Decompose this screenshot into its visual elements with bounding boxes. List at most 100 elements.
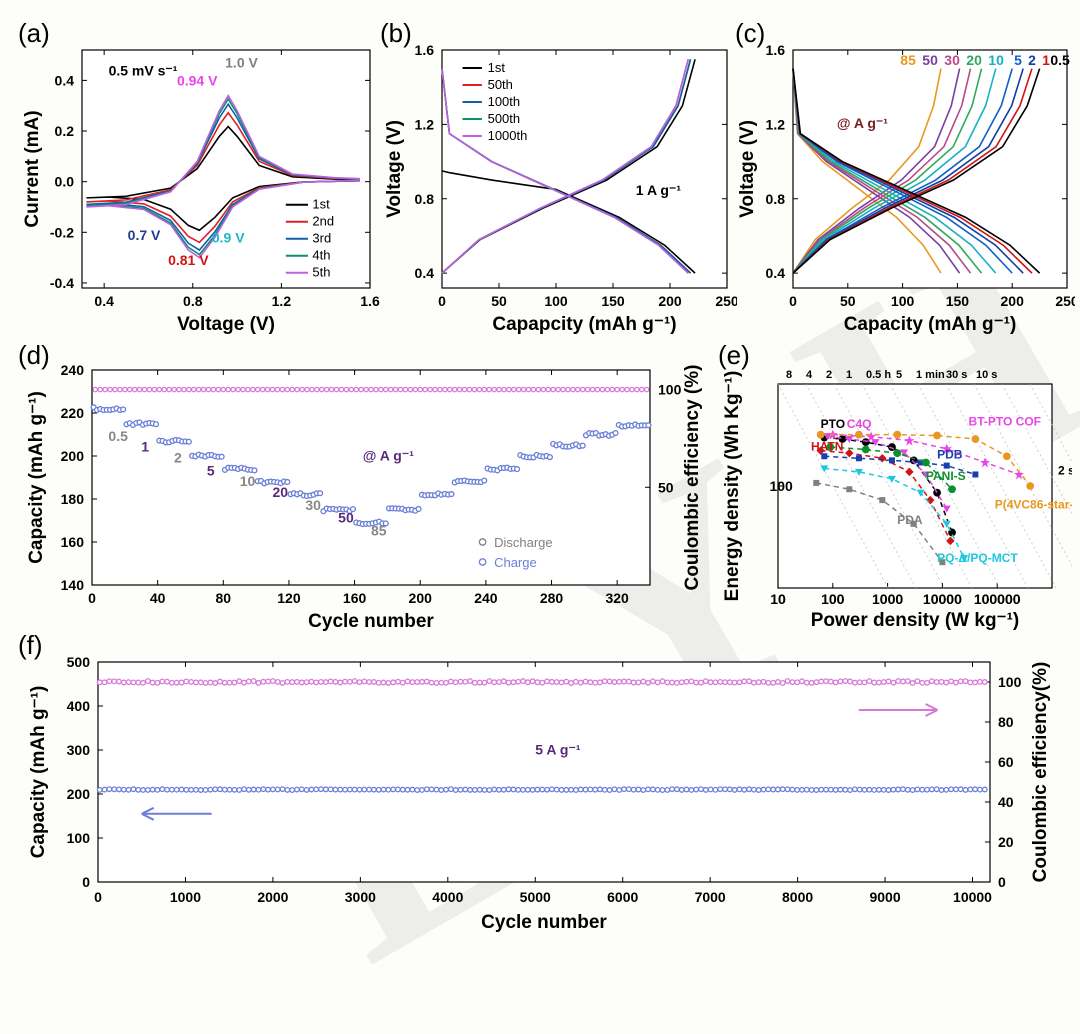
svg-text:320: 320 (605, 590, 629, 606)
svg-text:100: 100 (658, 382, 682, 398)
svg-text:2nd: 2nd (312, 214, 334, 229)
svg-text:1.0 V: 1.0 V (225, 55, 258, 71)
svg-text:6000: 6000 (607, 889, 638, 905)
svg-text:240: 240 (61, 362, 85, 378)
svg-text:4th: 4th (312, 248, 330, 263)
svg-text:Capacity (mAh g⁻¹): Capacity (mAh g⁻¹) (26, 391, 47, 564)
svg-text:50: 50 (922, 52, 938, 68)
svg-text:5000: 5000 (520, 889, 551, 905)
svg-text:1000: 1000 (170, 889, 201, 905)
svg-text:Capacity (mAh g⁻¹): Capacity (mAh g⁻¹) (28, 686, 49, 859)
panel-b-gcd: 0501001502002500.40.81.21.6Capapcity (mA… (382, 40, 737, 340)
panel-d-rate-cycle: 0408012016020024028032014016018020022024… (20, 360, 720, 640)
svg-text:10000: 10000 (923, 591, 962, 607)
svg-text:9000: 9000 (869, 889, 900, 905)
svg-text:20: 20 (273, 484, 289, 500)
svg-text:0.9 V: 0.9 V (212, 229, 245, 245)
svg-text:8: 8 (786, 369, 792, 381)
svg-text:Coulombic efficiency(%): Coulombic efficiency(%) (1030, 662, 1051, 883)
svg-text:PANI-S: PANI-S (926, 469, 966, 483)
svg-text:8000: 8000 (782, 889, 813, 905)
svg-text:0: 0 (998, 874, 1006, 890)
svg-text:500th: 500th (488, 111, 521, 126)
svg-text:5: 5 (1014, 52, 1022, 68)
svg-text:1 A g⁻¹: 1 A g⁻¹ (636, 182, 682, 198)
svg-text:60: 60 (998, 754, 1014, 770)
svg-text:0.5: 0.5 (1050, 52, 1070, 68)
svg-text:5: 5 (207, 462, 215, 478)
svg-text:HATN: HATN (811, 440, 843, 454)
svg-text:BT-PTO COF: BT-PTO COF (969, 415, 1041, 429)
svg-text:200: 200 (61, 448, 85, 464)
svg-text:0.81 V: 0.81 V (168, 252, 209, 268)
svg-text:@ A g⁻¹: @ A g⁻¹ (363, 447, 414, 463)
svg-text:10: 10 (988, 52, 1004, 68)
svg-text:10000: 10000 (953, 889, 992, 905)
svg-text:5: 5 (896, 369, 902, 381)
svg-text:Voltage (V): Voltage (V) (384, 120, 405, 218)
svg-text:400: 400 (67, 698, 91, 714)
svg-text:1.2: 1.2 (766, 116, 786, 132)
svg-text:100: 100 (998, 674, 1022, 690)
svg-text:30 s: 30 s (946, 369, 967, 381)
svg-text:1: 1 (1042, 52, 1050, 68)
svg-text:1st: 1st (488, 60, 506, 75)
svg-text:100: 100 (544, 293, 568, 309)
svg-text:Energy density (Wh Kg⁻¹): Energy density (Wh Kg⁻¹) (722, 371, 743, 602)
svg-text:0.8: 0.8 (766, 191, 786, 207)
svg-text:80: 80 (998, 714, 1014, 730)
svg-text:-0.4: -0.4 (50, 275, 74, 291)
svg-text:0: 0 (789, 293, 797, 309)
svg-text:7000: 7000 (695, 889, 726, 905)
svg-text:0: 0 (94, 889, 102, 905)
svg-text:250: 250 (1055, 293, 1075, 309)
svg-text:1.2: 1.2 (415, 116, 435, 132)
svg-text:-0.2: -0.2 (50, 224, 74, 240)
svg-text:10: 10 (240, 473, 256, 489)
svg-text:PQ-Δ/PQ-MCT: PQ-Δ/PQ-MCT (937, 551, 1018, 565)
svg-text:2: 2 (174, 449, 182, 465)
svg-text:1.6: 1.6 (360, 293, 380, 309)
svg-text:0.5 h: 0.5 h (866, 369, 891, 381)
svg-text:Power density (W kg⁻¹): Power density (W kg⁻¹) (811, 610, 1020, 631)
svg-text:30: 30 (305, 497, 321, 513)
svg-text:20: 20 (966, 52, 982, 68)
svg-text:85: 85 (371, 523, 387, 539)
svg-text:50: 50 (658, 479, 674, 495)
svg-text:220: 220 (61, 405, 85, 421)
svg-text:0.4: 0.4 (766, 265, 786, 281)
svg-text:2: 2 (1028, 52, 1036, 68)
svg-text:10 s: 10 s (976, 369, 997, 381)
svg-text:120: 120 (277, 590, 301, 606)
svg-text:50: 50 (840, 293, 856, 309)
svg-text:100th: 100th (488, 94, 521, 109)
svg-text:3000: 3000 (345, 889, 376, 905)
svg-text:180: 180 (61, 491, 85, 507)
panel-a-cv: 0.40.81.21.6-0.4-0.20.00.20.4Voltage (V)… (20, 40, 380, 340)
svg-text:100: 100 (67, 830, 91, 846)
svg-text:50: 50 (491, 293, 507, 309)
panel-e-ragone: 1010010001000010000010100100010000100000… (720, 360, 1072, 640)
svg-text:1000: 1000 (872, 591, 903, 607)
svg-text:0.4: 0.4 (55, 72, 75, 88)
svg-text:P(4VC86-star-SS14): P(4VC86-star-SS14) (995, 498, 1072, 512)
svg-text:@ A g⁻¹: @ A g⁻¹ (837, 115, 888, 131)
svg-text:40: 40 (998, 794, 1014, 810)
svg-text:Current (mA): Current (mA) (22, 110, 43, 227)
svg-text:1 min: 1 min (916, 369, 945, 381)
svg-text:1.6: 1.6 (766, 42, 786, 58)
svg-text:Capacity (mAh g⁻¹): Capacity (mAh g⁻¹) (844, 314, 1017, 335)
svg-text:100: 100 (821, 591, 845, 607)
svg-text:280: 280 (540, 590, 564, 606)
svg-text:100: 100 (891, 293, 915, 309)
svg-text:0.2: 0.2 (55, 123, 75, 139)
svg-text:200: 200 (658, 293, 682, 309)
svg-text:Discharge: Discharge (494, 535, 553, 550)
svg-text:1000th: 1000th (488, 128, 528, 143)
svg-text:140: 140 (61, 577, 85, 593)
svg-text:5 A g⁻¹: 5 A g⁻¹ (535, 741, 581, 757)
svg-text:200: 200 (1001, 293, 1025, 309)
svg-text:150: 150 (946, 293, 970, 309)
svg-text:160: 160 (61, 534, 85, 550)
svg-text:2 s: 2 s (1058, 463, 1072, 477)
